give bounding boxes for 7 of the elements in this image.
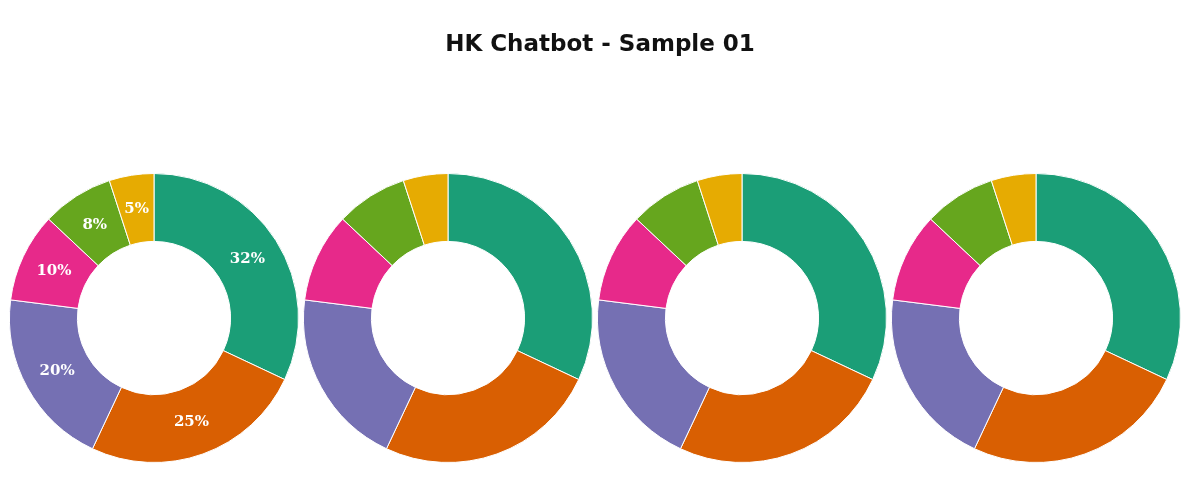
data-label: 20%: [39, 361, 75, 380]
data-label: 8%: [82, 214, 108, 233]
chart-title: HK Chatbot - Sample 01: [444, 30, 756, 56]
data-label: 25%: [173, 411, 210, 430]
data-label: 5%: [124, 198, 150, 217]
data-label: 32%: [229, 248, 265, 267]
data-label: 10%: [36, 260, 72, 279]
